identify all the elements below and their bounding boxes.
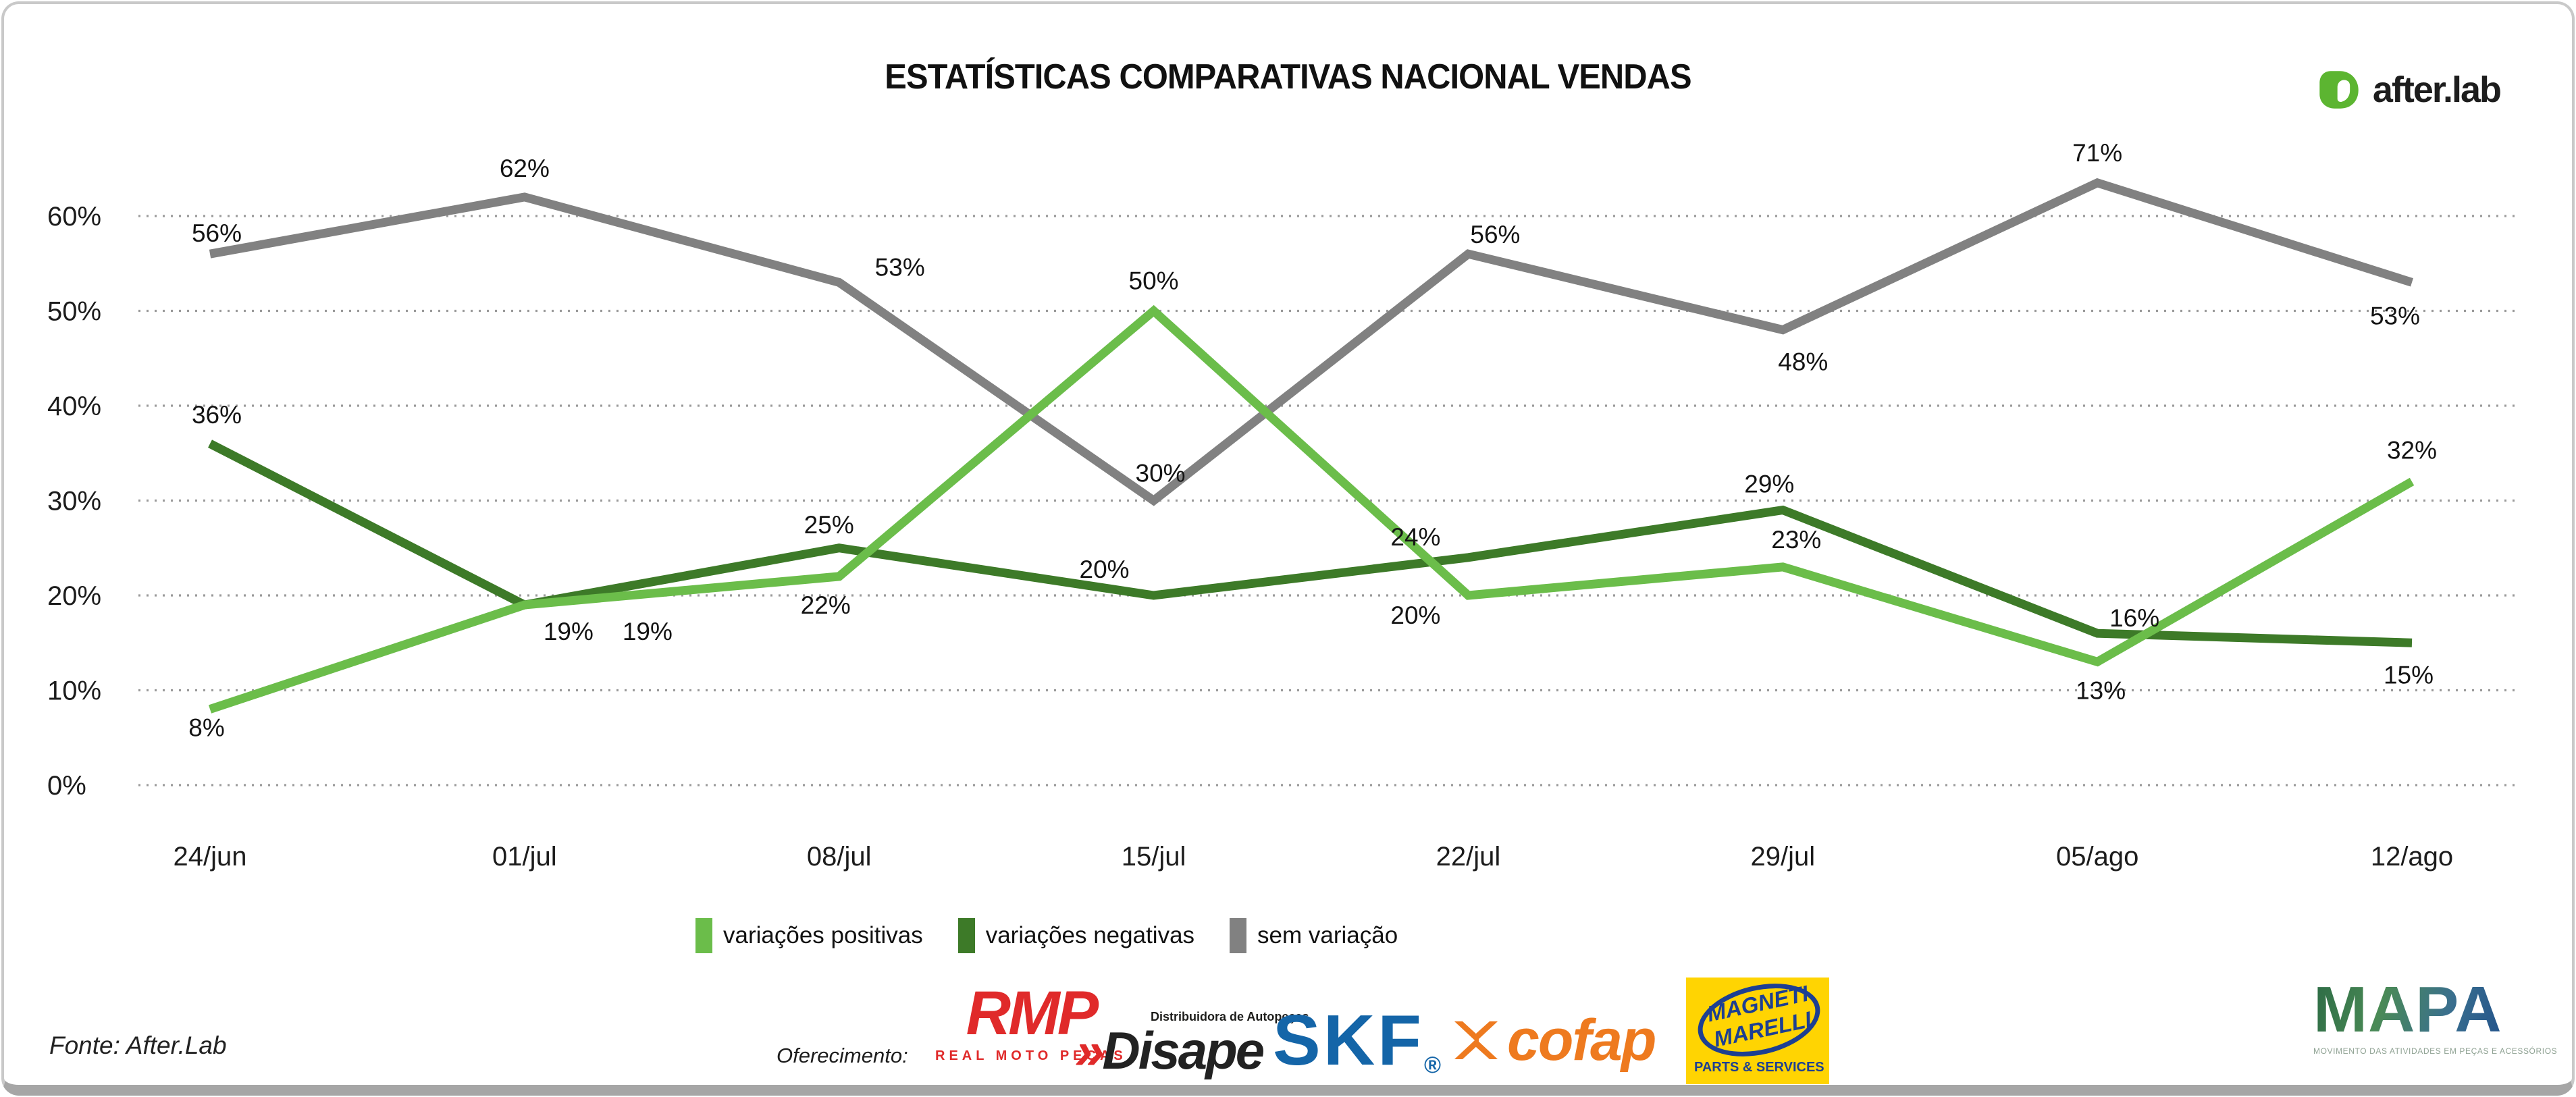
data-label: 71% (2072, 139, 2122, 167)
data-label: 8% (188, 714, 224, 742)
data-label: 23% (1771, 526, 1821, 554)
data-label: 13% (2076, 676, 2126, 704)
magneti-subtitle: PARTS & SERVICES (1694, 1060, 1824, 1075)
sponsor-logo-rmp: RMP REAL MOTO PEÇAS (935, 982, 1127, 1064)
y-axis-tick: 60% (47, 202, 101, 232)
series-line-2 (209, 178, 2413, 506)
data-label: 53% (875, 253, 925, 281)
leaf-icon (2319, 71, 2359, 109)
mapa-wordmark: MAPA (2313, 978, 2509, 1042)
y-axis-tick: 20% (47, 581, 101, 611)
sponsor-logo-magneti-marelli: MAGNETI MARELLI PARTS & SERVICES (1686, 978, 1829, 1084)
legend-item: variações positivas (695, 918, 923, 953)
rmp-subtitle: REAL MOTO PEÇAS (935, 1048, 1127, 1063)
legend-label: variações negativas (985, 922, 1195, 948)
x-axis-tick: 24/jun (174, 842, 247, 872)
page-title: ESTATÍSTICAS COMPARATIVAS NACIONAL VENDA… (885, 57, 1691, 97)
disape-tagline: Distribuidora de Autopeças (1151, 1010, 1309, 1023)
y-axis-tick: 0% (47, 771, 86, 801)
x-axis-tick: 05/ago (2056, 842, 2138, 872)
sponsor-logo-cofap: cofap (1452, 1008, 1656, 1073)
y-axis-tick: 10% (47, 676, 101, 706)
data-label: 32% (2387, 436, 2437, 464)
rmp-wordmark: RMP (966, 979, 1099, 1048)
data-label: 30% (1136, 460, 1186, 487)
chevrons-icon: » (1075, 1021, 1104, 1080)
data-label: 20% (1080, 556, 1130, 583)
data-label: 15% (2384, 661, 2434, 689)
y-axis-tick: 30% (47, 487, 101, 516)
x-axis-tick: 22/jul (1436, 842, 1501, 872)
data-label: 36% (192, 401, 242, 429)
data-label: 48% (1778, 348, 1828, 376)
registered-mark: ® (1424, 1052, 1442, 1078)
data-label: 19% (623, 618, 673, 645)
legend-swatch (1230, 918, 1247, 953)
data-label: 19% (544, 618, 594, 645)
series-line-1 (208, 439, 2413, 647)
source-note: Fonte: After.Lab (49, 1032, 227, 1059)
y-axis-tick: 40% (47, 392, 101, 421)
legend-swatch (695, 918, 712, 953)
data-label: 56% (1470, 221, 1520, 248)
data-label: 50% (1129, 267, 1179, 295)
data-label: 22% (801, 591, 851, 619)
afterlab-logo: after.lab (2317, 68, 2502, 112)
data-label: 24% (1390, 523, 1440, 551)
sponsor-logo-disape: Distribuidora de Autopeças »Disape (1075, 1010, 1309, 1077)
legend-swatch (957, 918, 975, 953)
data-label: 16% (2109, 604, 2159, 632)
cofap-wordmark: cofap (1507, 1008, 1656, 1073)
data-label: 62% (500, 155, 550, 182)
brand-name: after.lab (2372, 70, 2502, 110)
series-line-0 (208, 304, 2415, 714)
data-label: 20% (1390, 601, 1440, 629)
data-label: 53% (2370, 302, 2420, 329)
disape-wordmark: »Disape (1075, 1021, 1265, 1080)
x-axis-tick: 01/jul (492, 842, 557, 872)
data-label: 25% (804, 511, 854, 539)
chart-legend: variações positivas variações negativas se… (695, 918, 1398, 953)
x-axis-tick: 12/ago (2371, 842, 2453, 872)
x-axis-tick: 29/jul (1750, 842, 1815, 872)
x-axis-tick: 15/jul (1122, 842, 1186, 872)
data-label: 29% (1744, 471, 1794, 498)
sponsor-logo-skf: SKF® (1273, 1000, 1442, 1080)
data-label: 56% (192, 219, 242, 247)
mapa-subtitle: MOVIMENTO DAS ATIVIDADES EM PEÇAS E ACES… (2313, 1046, 2558, 1056)
mapa-logo: MAPA MOVIMENTO DAS ATIVIDADES EM PEÇAS E… (2313, 978, 2558, 1056)
sponsor-label: Oferecimento: (777, 1044, 908, 1067)
y-axis-tick: 50% (47, 297, 101, 327)
x-axis-tick: 08/jul (807, 842, 872, 872)
legend-label: sem variação (1257, 922, 1398, 948)
legend-item: sem variação (1230, 918, 1398, 953)
legend-label: variações positivas (723, 922, 923, 948)
cofap-x-icon (1454, 1021, 1498, 1059)
legend-item: variações negativas (957, 918, 1195, 953)
